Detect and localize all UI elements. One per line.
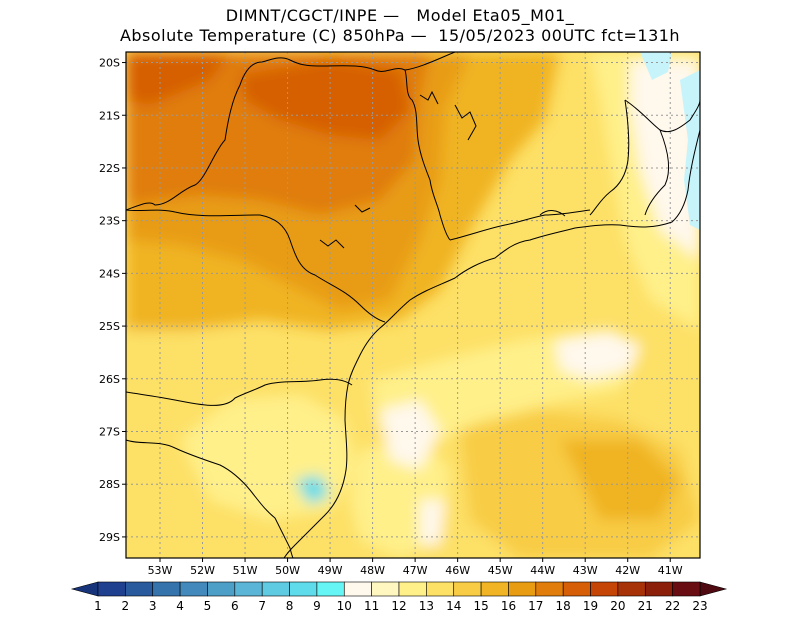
lon-label: 42W [615, 564, 640, 577]
colorbar-label: 16 [501, 599, 516, 613]
lon-label: 46W [445, 564, 470, 577]
colorbar-swatch [316, 581, 345, 597]
colorbar-label: 7 [258, 599, 266, 613]
colorbar-swatch [617, 581, 646, 597]
colorbar-swatch [508, 581, 537, 597]
colorbar-label: 3 [149, 599, 157, 613]
colorbar-over-arrow [699, 581, 728, 597]
axis-labels: 20S 21S 22S 23S 24S 25S 26S 27S 28S 29S 53W 52W 51W 5… [99, 57, 683, 577]
colorbar-swatch [426, 581, 455, 597]
colorbar-label: 11 [364, 599, 379, 613]
colorbar-swatch [398, 581, 427, 597]
colorbar-label: 22 [665, 599, 680, 613]
colorbar-swatch [289, 581, 318, 597]
map-title-line2: Absolute Temperature (C) 850hPa — 15/05/… [119, 26, 681, 45]
lat-label: 22S [99, 162, 120, 175]
lon-label: 49W [318, 564, 343, 577]
colorbar-label: 2 [122, 599, 130, 613]
lon-label: 47W [403, 564, 428, 577]
colorbar-label: 21 [638, 599, 653, 613]
colorbar-swatch [152, 581, 181, 597]
colorbar-label: 13 [419, 599, 434, 613]
colorbar-label: 20 [610, 599, 625, 613]
lon-label: 41W [658, 564, 683, 577]
colorbar-label: 8 [286, 599, 294, 613]
lat-label: 23S [99, 215, 120, 228]
graticule [126, 52, 700, 558]
lon-label: 51W [233, 564, 258, 577]
colorbar-swatch [453, 581, 482, 597]
lon-label: 52W [190, 564, 215, 577]
colorbar-label: 5 [204, 599, 212, 613]
lon-label: 43W [573, 564, 598, 577]
colorbar: 1 2 3 4 5 6 7 8 9 10 11 12 13 14 15 16 17 18 19 20 21 22 23 [70, 581, 728, 613]
colorbar-swatch [644, 581, 673, 597]
colorbar-swatch [535, 581, 564, 597]
lon-label: 44W [530, 564, 555, 577]
lat-label: 27S [99, 426, 120, 439]
colorbar-under-arrow [70, 581, 99, 597]
colorbar-label: 1 [94, 599, 102, 613]
colorbar-label: 14 [446, 599, 461, 613]
colorbar-label: 9 [313, 599, 321, 613]
colorbar-label: 18 [556, 599, 571, 613]
colorbar-swatch [179, 581, 208, 597]
colorbar-label: 17 [528, 599, 543, 613]
lon-label: 45W [488, 564, 513, 577]
colorbar-swatch [371, 581, 400, 597]
lon-label: 53W [148, 564, 173, 577]
colorbar-swatch [97, 581, 126, 597]
lat-label: 26S [99, 373, 120, 386]
colorbar-swatch [125, 581, 154, 597]
colorbar-swatch [234, 581, 263, 597]
colorbar-label: 23 [692, 599, 707, 613]
lat-label: 28S [99, 478, 120, 491]
colorbar-swatch [343, 581, 372, 597]
lon-label: 50W [275, 564, 300, 577]
map-title-line1: DIMNT/CGCT/INPE — Model Eta05_M01_ [225, 6, 575, 25]
lat-label: 25S [99, 320, 120, 333]
lat-label: 24S [99, 267, 120, 280]
colorbar-label: 15 [473, 599, 488, 613]
lat-label: 20S [99, 57, 120, 70]
temperature-field [126, 52, 700, 558]
colorbar-swatch [480, 581, 509, 597]
colorbar-label: 10 [337, 599, 352, 613]
colorbar-swatch [207, 581, 236, 597]
colorbar-label: 4 [176, 599, 184, 613]
lat-label: 21S [99, 109, 120, 122]
lon-label: 48W [360, 564, 385, 577]
colorbar-swatch [590, 581, 619, 597]
lat-label: 29S [99, 531, 120, 544]
colorbar-swatch [672, 581, 701, 597]
political-boundaries [126, 52, 700, 558]
colorbar-label: 6 [231, 599, 239, 613]
colorbar-swatch [261, 581, 290, 597]
map-frame [125, 51, 701, 559]
colorbar-label: 19 [583, 599, 598, 613]
colorbar-swatch [562, 581, 591, 597]
colorbar-label: 12 [391, 599, 406, 613]
